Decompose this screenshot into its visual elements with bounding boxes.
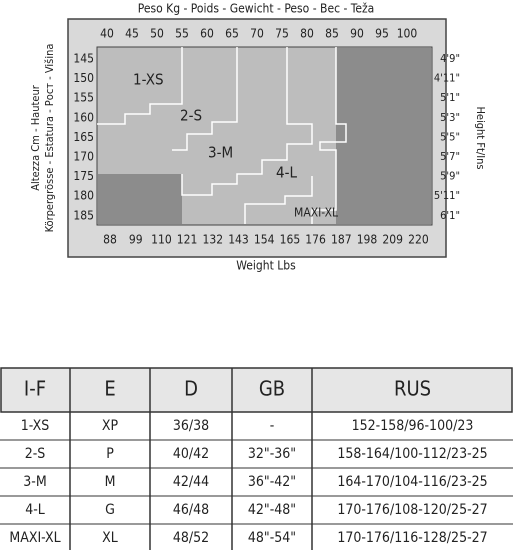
cm-label: 165 [73, 130, 94, 144]
region-label: 1-XS [133, 71, 164, 89]
ftin-label: 6'1" [440, 209, 460, 222]
kg-label: 55 [175, 27, 189, 41]
lbs-label: 176 [305, 233, 326, 247]
left-label: Körpergrösse - Estatura - Рост - Višina [43, 44, 56, 233]
lbs-label: 187 [331, 233, 352, 247]
table-cell: XL [102, 530, 118, 546]
table-cell: 170-176/116-128/25-27 [337, 530, 487, 546]
cm-label: 160 [73, 110, 94, 124]
table-header: GB [259, 377, 285, 401]
table-cell: 170-176/108-120/25-27 [337, 502, 487, 518]
lbs-label: 198 [357, 233, 378, 247]
ftin-label: 4'11" [434, 72, 460, 85]
table-cell: 164-170/104-116/23-25 [337, 474, 487, 490]
ftin-label: 5'7" [440, 150, 460, 163]
region-borders [97, 47, 347, 224]
table-cell: 32"-36" [248, 446, 296, 462]
x-axis-label: Weight Lbs [236, 259, 296, 273]
kg-label: 75 [275, 27, 289, 41]
lbs-label: 99 [129, 233, 143, 247]
ftin-label: 5'9" [440, 170, 460, 183]
region-label: 3-M [208, 144, 233, 162]
kg-label: 65 [225, 27, 239, 41]
table-cell: M [105, 474, 116, 490]
table-cell: 152-158/96-100/23 [352, 418, 474, 434]
left-label: Altezza Cm - Hauteur [29, 84, 42, 191]
lbs-label: 132 [202, 233, 223, 247]
dark-block [336, 48, 431, 224]
table-cell: 42/44 [173, 474, 209, 490]
table-cell: MAXI-XL [9, 530, 60, 546]
table-cell: G [105, 502, 115, 518]
table-header: D [184, 377, 198, 401]
lbs-label: 121 [177, 233, 198, 247]
table-cell: 46/48 [173, 502, 209, 518]
ftin-label: 5'5" [440, 130, 460, 143]
kg-label: 40 [100, 27, 114, 41]
table-cell: 40/42 [173, 446, 209, 462]
ftin-label: 5'1" [440, 91, 460, 104]
region-label: 2-S [180, 107, 202, 125]
ftin-label: 5'3" [440, 111, 460, 124]
cm-label: 145 [73, 52, 94, 66]
cm-label: 175 [73, 169, 94, 183]
size-table: I-F E D GB RUS 1-XS XP 36/38 - 152-158/96-100/23 2… [0, 367, 513, 553]
ftin-label: 4'9" [440, 52, 460, 65]
dark-block [98, 174, 182, 224]
lbs-label: 165 [280, 233, 301, 247]
cm-label: 170 [73, 150, 94, 164]
table-header-bg [0, 367, 513, 413]
table-cell: 1-XS [21, 418, 50, 434]
lbs-label: 143 [228, 233, 249, 247]
cm-label: 150 [73, 71, 94, 85]
table-cell: 4-L [25, 502, 45, 518]
kg-label: 85 [325, 27, 339, 41]
table-cell: 158-164/100-112/23-25 [337, 446, 487, 462]
lbs-label: 209 [382, 233, 403, 247]
table-cell: 36/38 [173, 418, 209, 434]
region-label: MAXI-XL [294, 206, 338, 220]
kg-label: 90 [350, 27, 364, 41]
region-label: 4-L [276, 164, 297, 182]
table-cell: XP [102, 418, 119, 434]
cm-label: 185 [73, 208, 94, 222]
lbs-label: 220 [408, 233, 429, 247]
table-cell: 2-S [25, 446, 46, 462]
table-cell: 36"-42" [248, 474, 296, 490]
right-label: Height Ft/Ins [474, 106, 487, 169]
kg-label: 45 [125, 27, 139, 41]
table-header: E [104, 377, 115, 401]
table-cell: 3-M [23, 474, 46, 490]
lbs-label: 110 [151, 233, 172, 247]
table-cell: 48/52 [173, 530, 209, 546]
table-cell: 42"-48" [248, 502, 296, 518]
kg-label: 80 [300, 27, 314, 41]
kg-label: 95 [375, 27, 389, 41]
kg-label: 50 [150, 27, 164, 41]
kg-label: 100 [397, 27, 418, 41]
kg-label: 60 [200, 27, 214, 41]
kg-label: 70 [250, 27, 264, 41]
table-cell: - [270, 418, 275, 434]
ftin-label: 5'11" [434, 189, 460, 202]
table-cell: 48"-54" [248, 530, 296, 546]
cm-label: 155 [73, 91, 94, 105]
lbs-label: 154 [254, 233, 275, 247]
table-cell: P [106, 446, 114, 462]
lbs-label: 88 [103, 233, 117, 247]
table-header: RUS [394, 377, 431, 401]
table-header: I-F [24, 377, 46, 401]
title: Peso Kg - Poids - Gewicht - Peso - Bec -… [138, 2, 375, 16]
cm-label: 180 [73, 189, 94, 203]
